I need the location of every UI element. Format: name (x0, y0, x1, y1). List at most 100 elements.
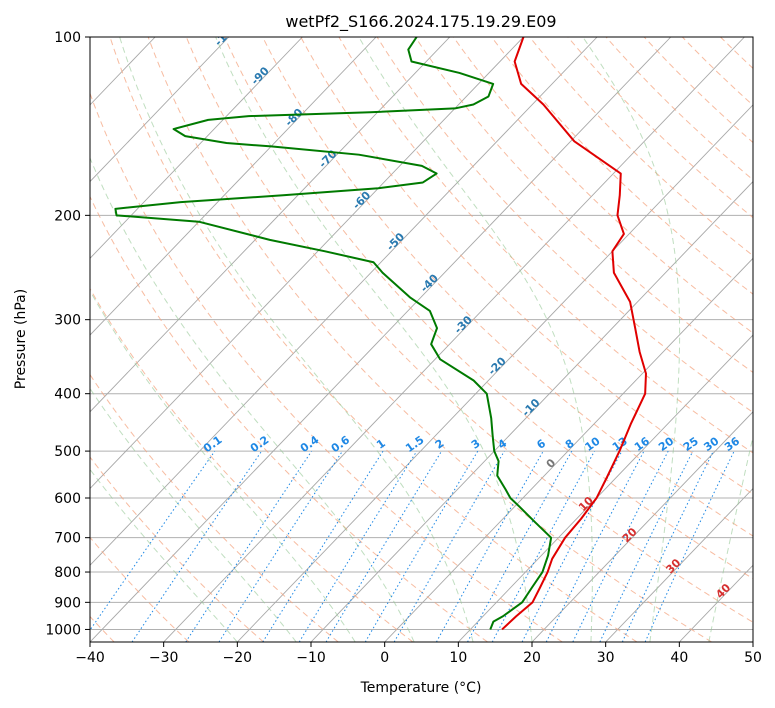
x-tick-label: 0 (380, 650, 389, 666)
isotherm-line (90, 37, 303, 259)
isotherm-label: -10 (519, 396, 542, 419)
mixing-ratio-line (467, 450, 573, 642)
x-tick-label: −40 (75, 650, 105, 666)
x-tick-label: −20 (223, 650, 253, 666)
profile-series (114, 37, 647, 631)
mixing-ratio-line (644, 450, 735, 642)
mixing-ratio-line (131, 450, 263, 642)
isotherm-label: -80 (282, 106, 305, 129)
chart-title: wetPf2_S166.2024.175.19.29.E09 (285, 12, 556, 32)
moist-adiabat-line (90, 289, 356, 642)
dry-adiabat-line (605, 37, 753, 181)
mixing-ratio-label: 2 (433, 437, 447, 452)
isotherm-line (90, 37, 598, 566)
y-tick-label: 600 (54, 491, 81, 507)
moist-adiabat-line (582, 37, 681, 642)
dry-adiabat-line (109, 37, 638, 642)
mixing-ratio-label: 1 (374, 437, 388, 452)
isotherm-label: -60 (350, 189, 373, 212)
y-tick-label: 200 (54, 208, 81, 224)
moist-adiabat-line (90, 387, 297, 642)
isotherm-line (237, 104, 753, 642)
axis-ticks: −40 −30 −20 −10 0 10 20 30 40 5010020030040050060… (45, 30, 762, 666)
mixing-ratio-line (90, 450, 216, 631)
isotherm-label: -30 (452, 313, 475, 336)
moist-adiabat-line (119, 37, 474, 642)
y-tick-label: 900 (54, 595, 81, 611)
isotherm-line (531, 411, 753, 642)
mixing-ratio-line (621, 450, 714, 642)
dry-adiabat-label: 30 (663, 556, 683, 576)
dry-adiabat-line (262, 37, 753, 537)
x-tick-label: −10 (296, 650, 326, 666)
mixing-ratio-line (298, 450, 418, 642)
y-tick-label: 100 (54, 30, 81, 46)
dry-adiabat-label: 40 (713, 581, 733, 601)
isotherm-line (384, 257, 753, 642)
isotherm-line (605, 487, 753, 642)
isotherm-label: -40 (418, 271, 441, 294)
x-tick-label: −30 (149, 650, 179, 666)
dry-adiabat-line (759, 37, 775, 642)
mixing-ratio-line (185, 450, 313, 642)
background-labels: 0.1 0.2 0.4 0.6 1 1.5 2 3 4 6 8 10 13 16 20 25 30 36-100-… (201, 37, 742, 601)
dry-adiabat-line (90, 195, 488, 642)
moist-adiabat-line (708, 434, 753, 642)
mixing-ratio-label: 1.5 (403, 433, 426, 455)
dry-adiabat-label: 20 (620, 525, 640, 545)
dry-adiabat-line (376, 37, 753, 413)
x-axis-label: Temperature (°C) (360, 680, 482, 696)
dewpoint-profile-line (114, 37, 553, 630)
isotherm-line (90, 37, 230, 183)
background-lines (0, 37, 775, 642)
y-axis-label: Pressure (hPa) (13, 289, 29, 389)
isotherm-line (90, 37, 524, 490)
isotherm-line (90, 37, 377, 336)
isotherm-line (90, 37, 672, 642)
mixing-ratio-line (325, 450, 443, 642)
dry-adiabat-line (90, 373, 339, 642)
dry-adiabat-line (681, 37, 753, 106)
mixing-ratio-line (218, 450, 343, 642)
dry-adiabat-line (90, 91, 563, 642)
x-tick-label: 30 (597, 650, 615, 666)
mixing-ratio-line (491, 450, 595, 642)
mixing-ratio-label: 0.1 (201, 433, 224, 455)
dry-adiabat-line (90, 287, 414, 642)
isotherm-line (458, 334, 753, 642)
x-tick-label: 40 (670, 650, 688, 666)
isotherm-line (0, 37, 8, 642)
moist-adiabat-line (90, 468, 238, 642)
mixing-ratio-label: 0.4 (298, 433, 322, 455)
dry-adiabat-line (90, 456, 264, 642)
isotherm-line (752, 641, 753, 642)
plot-frame (89, 36, 754, 643)
mixing-ratio-line (545, 450, 645, 642)
dry-adiabat-line (414, 37, 753, 374)
dry-adiabat-line (300, 37, 753, 495)
dry-adiabat-line (185, 37, 753, 623)
y-tick-label: 700 (54, 531, 81, 547)
dry-adiabat-line (567, 37, 753, 219)
mixing-ratio-line (364, 450, 479, 642)
moist-adiabat-line (215, 37, 533, 642)
isotherm-line (163, 37, 745, 642)
x-tick-label: 10 (449, 650, 467, 666)
dry-adiabat-line (529, 37, 753, 257)
isotherm-line (90, 37, 451, 413)
temperature-profile-line (501, 37, 647, 631)
y-tick-label: 400 (54, 387, 81, 403)
isotherm-label: -90 (249, 64, 272, 87)
x-tick-label: 50 (744, 650, 762, 666)
mixing-ratio-line (572, 450, 669, 642)
x-tick-label: 20 (523, 650, 541, 666)
mixing-ratio-label: 0.6 (329, 433, 353, 455)
mixing-ratio-line (393, 450, 505, 642)
dry-adiabat-line (720, 37, 753, 70)
mixing-ratio-line (435, 450, 544, 642)
mixing-ratio-line (262, 450, 384, 642)
moist-adiabat-line (358, 37, 593, 642)
y-tick-label: 300 (54, 313, 81, 329)
dry-adiabat-line (147, 37, 712, 642)
